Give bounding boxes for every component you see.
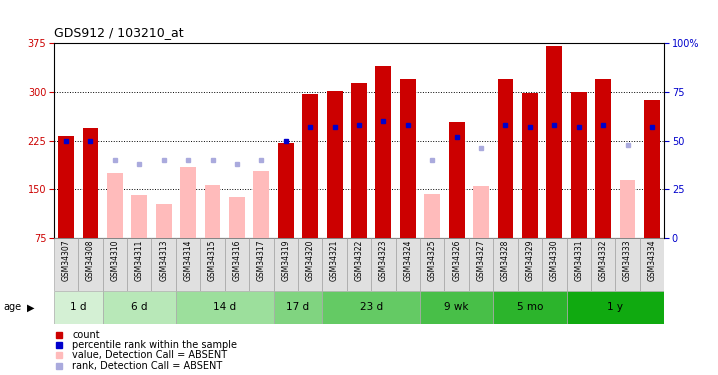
Bar — [396, 238, 420, 291]
Text: GSM34324: GSM34324 — [404, 240, 412, 281]
Bar — [302, 94, 318, 238]
Bar — [376, 66, 391, 238]
Text: GSM34322: GSM34322 — [355, 240, 363, 281]
Bar — [205, 185, 220, 238]
Text: GSM34319: GSM34319 — [281, 240, 290, 281]
Text: GSM34325: GSM34325 — [428, 240, 437, 281]
Bar — [274, 291, 322, 324]
Bar — [151, 238, 176, 291]
Bar — [595, 79, 611, 238]
Text: GSM34320: GSM34320 — [306, 240, 314, 281]
Bar — [249, 238, 274, 291]
Text: GSM34331: GSM34331 — [574, 240, 583, 281]
Bar — [253, 171, 269, 238]
Text: ▶: ▶ — [27, 303, 34, 312]
Bar — [444, 238, 469, 291]
Bar — [127, 238, 151, 291]
Bar — [351, 83, 367, 238]
Bar — [180, 166, 196, 238]
Text: GSM34321: GSM34321 — [330, 240, 339, 281]
Text: 14 d: 14 d — [213, 303, 236, 312]
Bar — [107, 173, 123, 238]
Text: 5 mo: 5 mo — [517, 303, 543, 312]
Bar — [567, 291, 664, 324]
Bar — [229, 197, 245, 238]
Text: GSM34329: GSM34329 — [526, 240, 534, 281]
Text: GSM34333: GSM34333 — [623, 240, 632, 281]
Bar — [522, 93, 538, 238]
Bar — [615, 238, 640, 291]
Text: GSM34313: GSM34313 — [159, 240, 168, 281]
Bar — [498, 79, 513, 238]
Text: 1 y: 1 y — [607, 303, 623, 312]
Text: GSM34328: GSM34328 — [501, 240, 510, 281]
Bar — [420, 291, 493, 324]
Text: GSM34316: GSM34316 — [233, 240, 241, 281]
Text: 6 d: 6 d — [131, 303, 147, 312]
Text: GSM34308: GSM34308 — [86, 240, 95, 281]
Text: GSM34323: GSM34323 — [379, 240, 388, 281]
Text: GSM34310: GSM34310 — [111, 240, 119, 281]
Text: GSM34330: GSM34330 — [550, 240, 559, 281]
Bar — [103, 238, 127, 291]
Bar — [54, 238, 78, 291]
Bar — [131, 195, 147, 238]
Text: 23 d: 23 d — [360, 303, 383, 312]
Text: value, Detection Call = ABSENT: value, Detection Call = ABSENT — [72, 350, 228, 360]
Bar — [371, 238, 396, 291]
Bar — [493, 238, 518, 291]
Bar — [176, 238, 200, 291]
Bar — [400, 79, 416, 238]
Text: GSM34317: GSM34317 — [257, 240, 266, 281]
Bar — [78, 238, 103, 291]
Text: GDS912 / 103210_at: GDS912 / 103210_at — [54, 26, 184, 39]
Text: GSM34315: GSM34315 — [208, 240, 217, 281]
Text: GSM34332: GSM34332 — [599, 240, 607, 281]
Bar — [298, 238, 322, 291]
Bar — [546, 46, 562, 238]
Bar — [58, 136, 74, 238]
Text: GSM34327: GSM34327 — [477, 240, 485, 281]
Bar — [640, 238, 664, 291]
Text: 1 d: 1 d — [70, 303, 86, 312]
Text: GSM34314: GSM34314 — [184, 240, 192, 281]
Bar — [156, 204, 172, 238]
Bar — [225, 238, 249, 291]
Bar — [322, 291, 420, 324]
Bar — [567, 238, 591, 291]
Text: count: count — [72, 330, 100, 340]
Text: GSM34334: GSM34334 — [648, 240, 656, 281]
Bar — [542, 238, 567, 291]
Bar — [83, 128, 98, 238]
Bar — [449, 122, 465, 238]
Text: rank, Detection Call = ABSENT: rank, Detection Call = ABSENT — [72, 361, 223, 370]
Text: 17 d: 17 d — [286, 303, 309, 312]
Bar — [518, 238, 542, 291]
Bar — [103, 291, 176, 324]
Bar — [473, 186, 489, 238]
Bar — [591, 238, 615, 291]
Text: GSM34326: GSM34326 — [452, 240, 461, 281]
Bar — [274, 238, 298, 291]
Bar — [469, 238, 493, 291]
Text: percentile rank within the sample: percentile rank within the sample — [72, 340, 237, 350]
Bar — [644, 100, 660, 238]
Text: GSM34311: GSM34311 — [135, 240, 144, 281]
Bar — [322, 238, 347, 291]
Bar — [620, 180, 635, 238]
Text: age: age — [4, 303, 22, 312]
Bar — [493, 291, 567, 324]
Bar — [176, 291, 274, 324]
Text: 9 wk: 9 wk — [444, 303, 469, 312]
Bar — [278, 142, 294, 238]
Bar — [571, 92, 587, 238]
Text: GSM34307: GSM34307 — [62, 240, 70, 281]
Bar — [420, 238, 444, 291]
Bar — [327, 91, 342, 238]
Bar — [200, 238, 225, 291]
Bar — [347, 238, 371, 291]
Bar — [54, 291, 103, 324]
Bar — [424, 194, 440, 238]
